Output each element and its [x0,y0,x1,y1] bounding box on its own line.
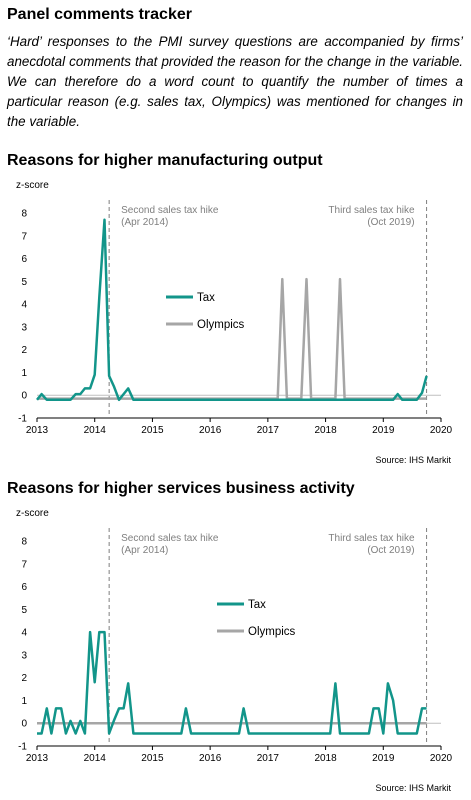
chart0-y-axis-label: z-score [16,180,49,191]
chart1-x-tick-label: 2013 [26,753,49,764]
manufacturing-output-chart: z-score -1 0 1 2 3 4 5 6 7 8 2013 2014 2015 2016 2017 20… [16,180,453,465]
chart0-legend-label-olympics: Olympics [197,319,245,331]
chart1-x-tick-label: 2016 [199,753,222,764]
chart0-x-tick-label: 2014 [84,425,107,436]
chart0-y-tick-label: -1 [18,414,27,425]
chart0-annotation-label-0: Second sales tax hike [121,205,219,216]
chart0-x-tick-label: 2016 [199,425,222,436]
chart0-x-tick-label: 2019 [372,425,395,436]
chart1-y-tick-label: 7 [21,559,27,570]
chart0-x-tick-label: 2020 [430,425,453,436]
chart1-y-tick-label: 6 [21,582,27,593]
chart1-legend-label-olympics: Olympics [248,626,296,638]
chart0-y-tick-label: 2 [21,345,27,356]
chart1-legend-label-tax: Tax [248,599,266,611]
chart0-y-tick-label: 6 [21,254,27,265]
chart0-series-tax [36,218,428,402]
chart1-y-tick-label: 5 [21,605,27,616]
chart0-annotation-label-1: Third sales tax hike [328,205,415,216]
chart0-y-tick-label: 4 [21,300,27,311]
chart1-y-tick-label: 4 [21,628,27,639]
chart0-annotation-label-0: (Apr 2014) [121,217,168,228]
intro-paragraph: ‘Hard’ responses to the PMI survey quest… [7,34,463,129]
chart1-x-tick-label: 2015 [141,753,164,764]
chart1-annotation-label-1: Third sales tax hike [328,533,415,544]
page-title: Panel comments tracker [7,6,192,23]
chart1-y-tick-label: 3 [21,650,27,661]
chart1-x-tick-label: 2017 [257,753,280,764]
chart1-x-tick-label: 2014 [84,753,107,764]
chart1-x-tick-label: 2018 [314,753,337,764]
chart1-annotation-label-0: (Apr 2014) [121,545,168,556]
chart-title-services: Reasons for higher services business act… [7,480,355,497]
chart1-y-tick-label: 1 [21,696,27,707]
chart0-series-olympics [37,277,427,400]
chart0-x-tick-label: 2017 [257,425,280,436]
chart0-y-tick-label: 3 [21,322,27,333]
chart1-y-tick-label: 0 [21,719,27,730]
services-activity-chart: z-score -1 0 1 2 3 4 5 6 7 8 2013 2014 2015 2016 2017 20… [16,508,453,793]
chart1-annotation-label-1: (Oct 2019) [367,545,414,556]
chart1-x-tick-label: 2020 [430,753,453,764]
chart0-y-tick-label: 1 [21,368,27,379]
chart1-x-tick-label: 2019 [372,753,395,764]
chart0-annotation-label-1: (Oct 2019) [367,217,414,228]
chart0-x-tick-label: 2015 [141,425,164,436]
chart0-y-tick-label: 0 [21,391,27,402]
chart1-y-tick-label: -1 [18,742,27,753]
chart0-source-note: Source: IHS Markit [375,455,451,465]
chart0-x-tick-label: 2013 [26,425,49,436]
chart-title-manufacturing: Reasons for higher manufacturing output [7,152,323,169]
chart0-y-tick-label: 7 [21,231,27,242]
chart1-source-note: Source: IHS Markit [375,783,451,793]
chart1-y-axis-label: z-score [16,508,49,519]
chart0-legend-label-tax: Tax [197,292,215,304]
chart1-annotation-label-0: Second sales tax hike [121,533,219,544]
chart1-y-tick-label: 2 [21,673,27,684]
chart0-y-tick-label: 8 [21,209,27,220]
chart0-x-tick-label: 2018 [314,425,337,436]
chart0-y-tick-label: 5 [21,277,27,288]
chart1-series-tax [37,630,427,735]
chart1-y-tick-label: 8 [21,537,27,548]
